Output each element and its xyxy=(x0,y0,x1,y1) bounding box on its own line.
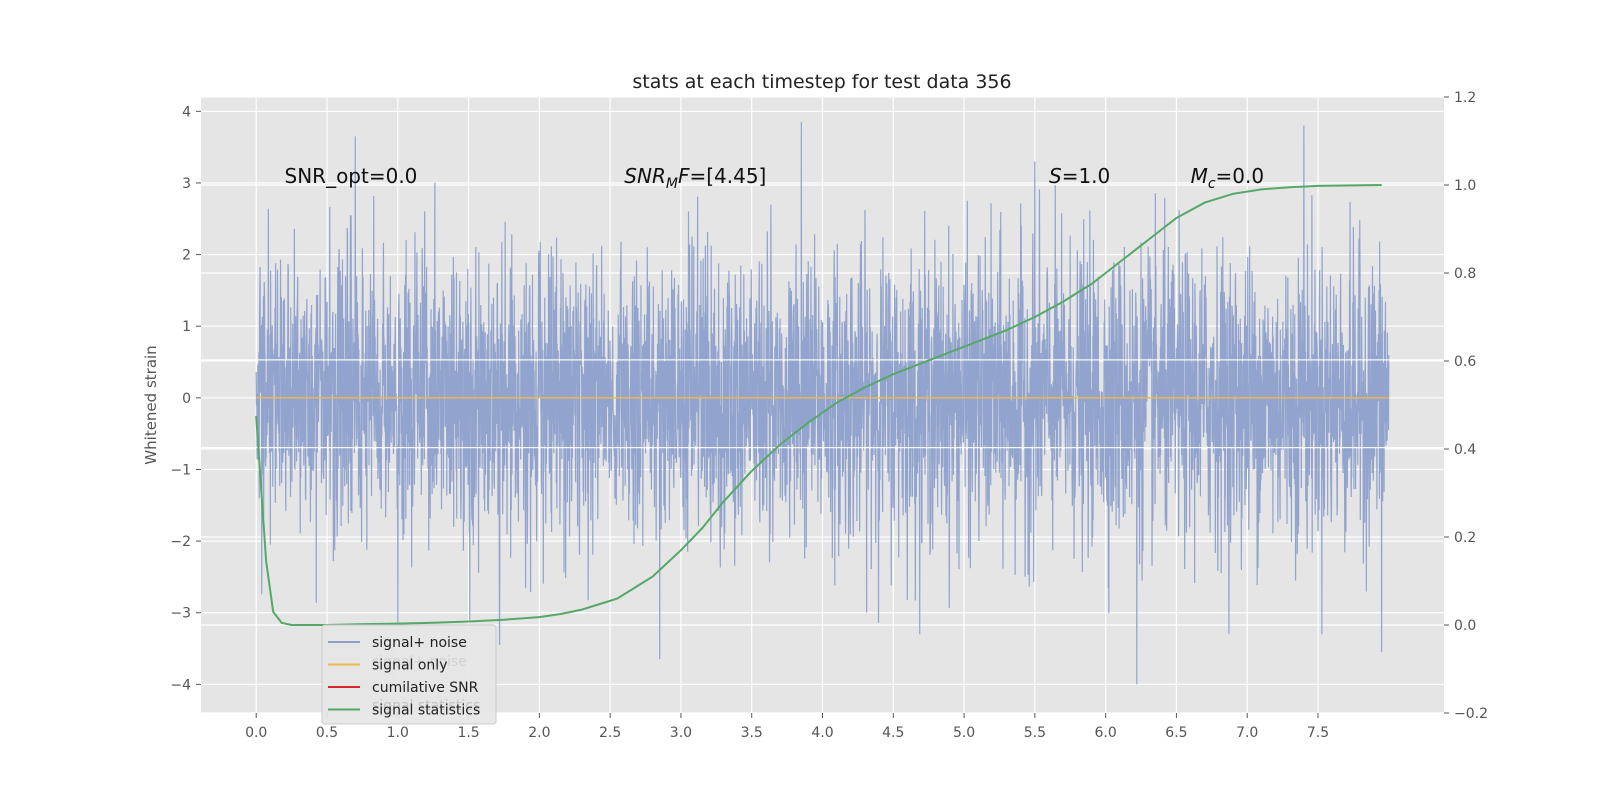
legend-label: signal statistics xyxy=(372,703,480,719)
x-tick-label: 4.0 xyxy=(811,725,833,741)
x-tick-label: 0.0 xyxy=(245,725,267,741)
series-signal-statistics xyxy=(255,184,1382,626)
x-tick-label: 7.5 xyxy=(1307,725,1329,741)
y-tick-label: −3 xyxy=(170,606,191,622)
y-axis-label: Whitened strain xyxy=(142,345,160,464)
axes-layer: 0.0 0.5 1.0 1.5 2.0 2.5 3.0 3.5 4.0 4.5 5.0 5.5 6.0 6… xyxy=(170,90,1488,741)
annotation-text: Mc=0.0 xyxy=(1191,164,1265,192)
series-signal-plus-noise xyxy=(255,122,1390,685)
y2-tick-label: 0.8 xyxy=(1454,266,1476,282)
y-tick-label: 3 xyxy=(182,176,191,192)
chart-title: stats at each timestep for test data 356 xyxy=(632,71,1011,93)
legend-label: signal+ noise xyxy=(372,635,467,651)
y2-tick-label: 1.2 xyxy=(1454,90,1476,106)
y2-tick-label: −0.2 xyxy=(1454,706,1488,722)
x-tick-label: 5.5 xyxy=(1024,725,1046,741)
x-tick-label: 5.0 xyxy=(953,725,975,741)
y2-tick-label: 0.0 xyxy=(1454,618,1476,634)
x-tick-label: 1.0 xyxy=(387,725,409,741)
legend: signal+ noise signal statistics signal+ no… xyxy=(321,624,497,725)
legend-ghost-text: signal statistics xyxy=(372,698,480,714)
y-tick-label: 2 xyxy=(182,248,191,264)
x-tick-label: 3.0 xyxy=(670,725,692,741)
legend-label: signal only xyxy=(372,658,447,674)
annotations: SNR_opt=0.0 SNRMF=[4.45] S=1.0 Mc=0.0 xyxy=(285,164,1265,192)
y-tick-label: 1 xyxy=(182,319,191,335)
y2-tick-label: 0.2 xyxy=(1454,530,1476,546)
x-tick-label: 2.0 xyxy=(528,725,550,741)
y-tick-label: −1 xyxy=(170,462,191,478)
y2-tick-label: 1.0 xyxy=(1454,178,1476,194)
plot-layer xyxy=(201,122,1444,685)
y-tick-label: 0 xyxy=(182,391,191,407)
x-tick-label: 7.0 xyxy=(1236,725,1258,741)
y2-tick-label: 0.4 xyxy=(1454,442,1476,458)
y-tick-label: 4 xyxy=(182,104,191,120)
annotation-text: S=1.0 xyxy=(1049,164,1110,188)
legend-box xyxy=(321,624,497,725)
legend-ghost-text: signal+ noise xyxy=(372,654,467,670)
legend-label: cumilative SNR xyxy=(372,680,479,696)
y-tick-label: −4 xyxy=(170,677,191,693)
x-tick-label: 6.0 xyxy=(1095,725,1117,741)
x-tick-label: 4.5 xyxy=(882,725,904,741)
annotation-text: SNRMF=[4.45] xyxy=(624,164,766,192)
x-tick-label: 3.5 xyxy=(741,725,763,741)
x-tick-label: 0.5 xyxy=(316,725,338,741)
annotation-text: SNR_opt=0.0 xyxy=(285,164,418,188)
x-tick-label: 6.5 xyxy=(1165,725,1187,741)
y2-tick-label: 0.6 xyxy=(1454,354,1476,370)
x-tick-label: 2.5 xyxy=(599,725,621,741)
y-tick-label: −2 xyxy=(170,534,191,550)
x-tick-label: 1.5 xyxy=(457,725,479,741)
